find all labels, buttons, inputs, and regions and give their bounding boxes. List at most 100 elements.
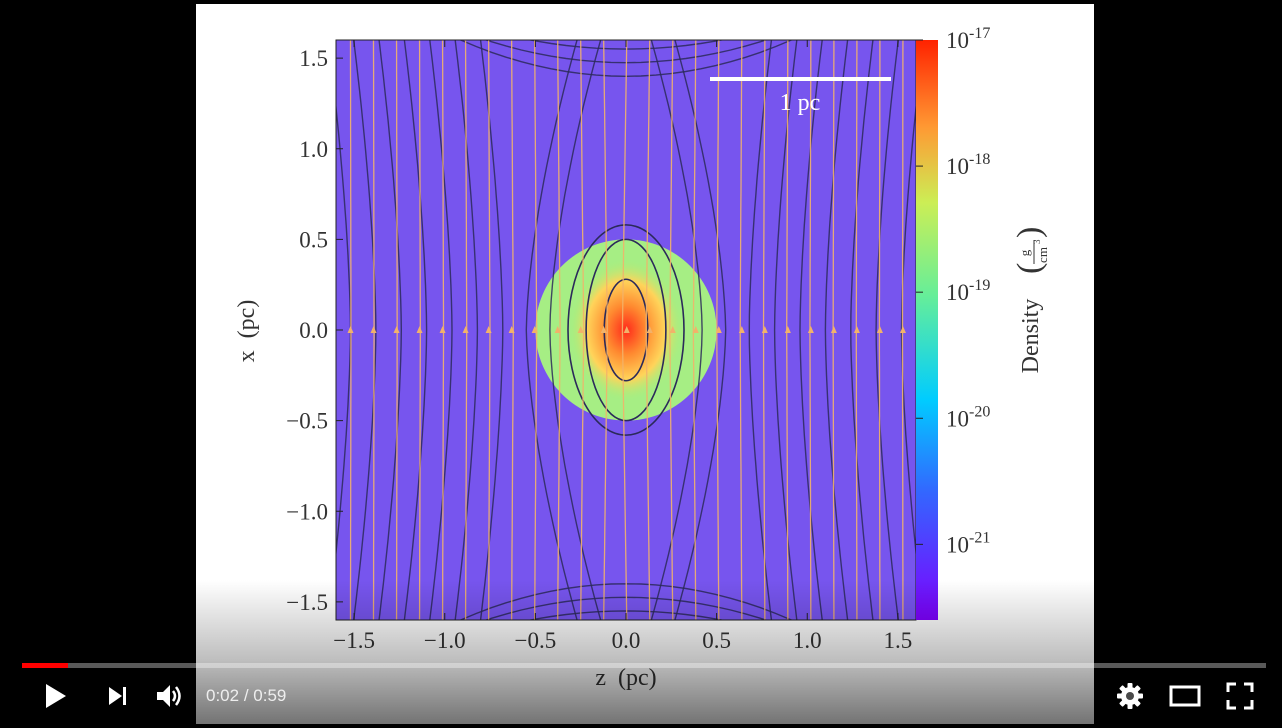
y-tick-label: 1.5 [299, 46, 328, 71]
fullscreen-icon [1226, 682, 1254, 710]
field-line [533, 40, 538, 620]
streamline [454, 40, 479, 620]
field-arrow [853, 326, 860, 333]
field-arrow [416, 326, 423, 333]
field-line [669, 40, 674, 620]
colorbar [916, 40, 938, 620]
colorbar-ticks: 10-17 10-18 10-19 10-20 10-21 [916, 25, 990, 557]
colorbar-unit-exponent: 3 [1032, 239, 1042, 244]
field-arrow [577, 326, 584, 333]
streamline [748, 40, 773, 620]
field-arrow [554, 326, 561, 333]
next-icon [109, 687, 126, 705]
time-separator: / [243, 686, 249, 705]
field-arrow [715, 326, 722, 333]
field-line [716, 40, 720, 620]
progress-played [22, 663, 69, 668]
field-arrow [531, 326, 538, 333]
field-line [692, 40, 697, 620]
streamline [327, 4, 925, 36]
volume-icon [157, 685, 181, 707]
field-line [621, 40, 628, 620]
x-tick-label: 0.5 [702, 628, 731, 653]
field-arrow [370, 326, 377, 333]
colorbar-paren-open: ( [1011, 263, 1048, 274]
next-button[interactable] [98, 676, 138, 716]
y-tick-label: −1.0 [286, 499, 328, 524]
video-frame[interactable]: −1.5 −1.0 −0.5 0.0 0.5 1.0 1.5 1.5 1.0 0.5 0.0 −0.… [196, 4, 1094, 724]
field-line [580, 40, 585, 620]
colorbar-tick-label: 10-20 [946, 403, 990, 431]
field-arrow [623, 326, 630, 333]
x-tick-label: 1.5 [884, 628, 913, 653]
streamline [479, 40, 504, 620]
x-tick-label: −1.5 [333, 628, 375, 653]
scale-bar-label: 1 pc [780, 90, 821, 116]
streamline [875, 40, 900, 620]
streamline-loop [567, 224, 685, 436]
field-arrow [485, 326, 492, 333]
x-tick-label: −1.0 [424, 628, 466, 653]
volume-button[interactable] [150, 676, 190, 716]
field-arrow [784, 326, 791, 333]
streamline [850, 40, 874, 620]
y-axis-label: x (pc) [234, 300, 260, 363]
streamline [674, 40, 727, 620]
streamline [650, 40, 703, 620]
field-arrow [669, 326, 676, 333]
x-tick-label: 1.0 [793, 628, 822, 653]
y-tick-label: 1.0 [299, 137, 328, 162]
streamline [378, 40, 403, 620]
streamline [549, 40, 602, 620]
streamline [525, 40, 578, 620]
settings-button[interactable] [1110, 676, 1150, 716]
streamline [824, 40, 849, 620]
field-arrow [646, 326, 653, 333]
field-arrow [508, 326, 515, 333]
streamline [429, 40, 453, 620]
streamline [403, 40, 428, 620]
streamline-loop [585, 238, 667, 422]
field-arrow [807, 326, 814, 333]
field-arrow [876, 326, 883, 333]
scale-bar: 1 pc [710, 77, 891, 116]
streamline [352, 40, 377, 620]
streamline [799, 40, 823, 620]
play-button[interactable] [36, 676, 76, 716]
field-arrow [692, 326, 699, 333]
field-arrow [439, 326, 446, 333]
progress-bar[interactable] [22, 663, 1266, 668]
colorbar-label: Density ( g cm 3 ) [1011, 227, 1050, 374]
fullscreen-button[interactable] [1220, 676, 1260, 716]
colorbar-unit-numerator: g [1017, 249, 1032, 256]
y-tick-label: 0.5 [299, 227, 328, 252]
y-tick-label: −0.5 [286, 409, 328, 434]
field-arrow [899, 326, 906, 333]
time-display: 0:02 / 0:59 [206, 684, 286, 708]
x-tick-label: −0.5 [515, 628, 557, 653]
field-arrow [393, 326, 400, 333]
density-plot: −1.5 −1.0 −0.5 0.0 0.5 1.0 1.5 1.5 1.0 0.5 0.0 −0.… [234, 4, 1050, 691]
play-icon [46, 684, 66, 708]
colorbar-tick-label: 10-18 [946, 151, 990, 179]
field-line [603, 40, 608, 620]
y-axis-ticks: 1.5 1.0 0.5 0.0 −0.5 −1.0 −1.5 [286, 46, 343, 615]
streamline [773, 40, 798, 620]
field-arrow [830, 326, 837, 333]
field-arrow [600, 326, 607, 333]
field-arrow [347, 326, 354, 333]
colorbar-unit-denominator: cm [1035, 247, 1050, 263]
colorbar-title: Density [1018, 299, 1044, 374]
settings-icon [1117, 683, 1143, 709]
field-arrow [462, 326, 469, 333]
field-line [557, 40, 561, 620]
colorbar-tick-label: 10-19 [946, 277, 990, 305]
y-tick-label: −1.5 [286, 590, 328, 615]
y-tick-label: 0.0 [299, 318, 328, 343]
theater-mode-button[interactable] [1164, 676, 1206, 716]
colorbar-tick-label: 10-21 [946, 529, 990, 557]
time-duration: 0:59 [253, 686, 287, 705]
field-line [645, 40, 651, 620]
colorbar-tick-label: 10-17 [946, 25, 990, 53]
time-elapsed: 0:02 [206, 686, 240, 705]
